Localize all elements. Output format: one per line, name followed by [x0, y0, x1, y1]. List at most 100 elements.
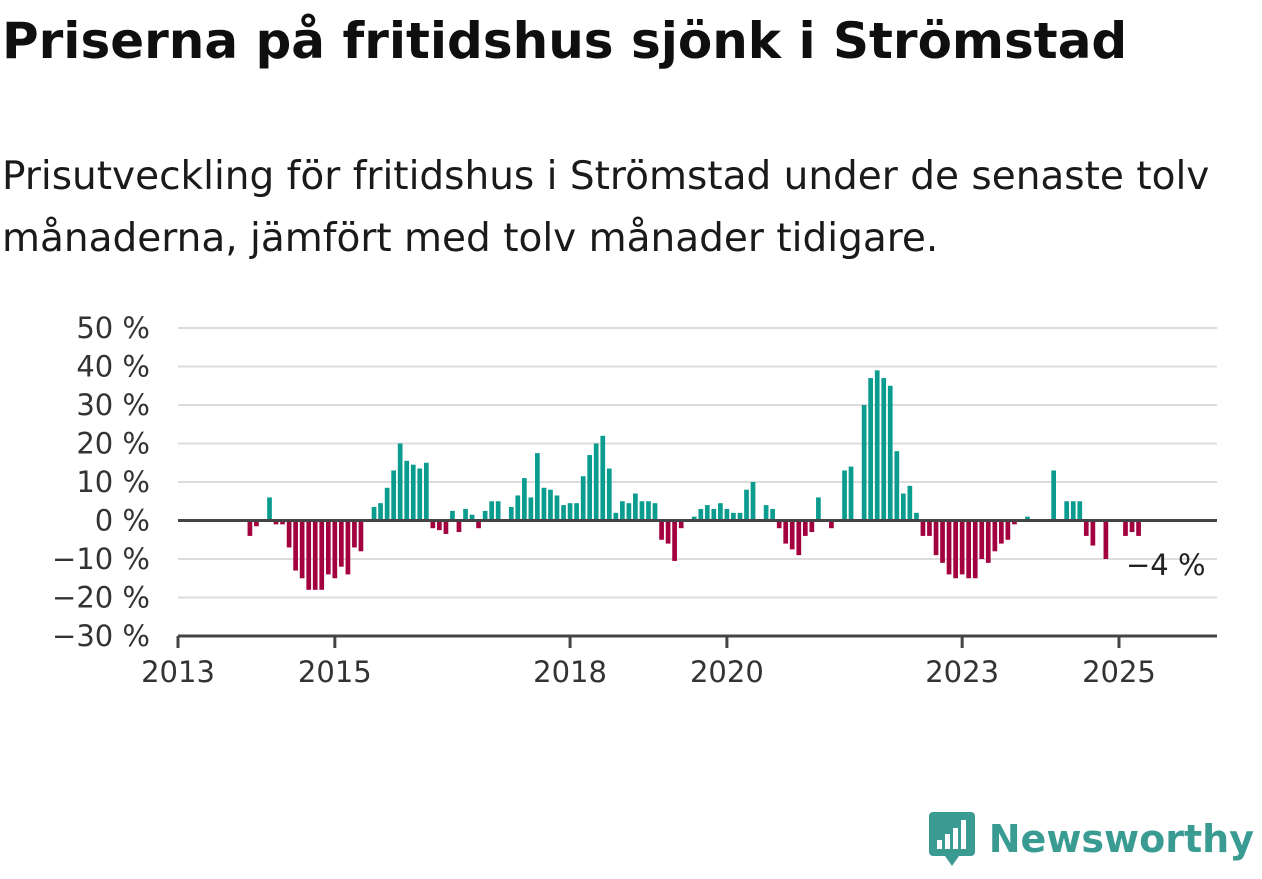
bar — [737, 512, 743, 521]
bar — [338, 520, 344, 567]
bar — [580, 476, 586, 521]
bar — [704, 505, 710, 521]
bar — [378, 503, 383, 521]
axes: 50 %40 %30 %20 %10 %0 %−10 %−20 %−30 %20… — [52, 311, 1217, 689]
bar — [711, 508, 717, 521]
y-tick-label: −10 % — [52, 542, 150, 576]
bar — [306, 520, 312, 590]
bar — [907, 485, 913, 521]
bar — [606, 468, 612, 521]
x-tick-label: 2020 — [690, 655, 764, 689]
bar — [286, 520, 292, 548]
bar — [430, 520, 436, 529]
brand-name: Newsworthy — [988, 817, 1254, 861]
brand: Newsworthy — [927, 809, 1254, 869]
newsworthy-logo-icon — [928, 812, 975, 866]
bar — [796, 520, 802, 556]
bar — [887, 385, 893, 521]
bar — [371, 507, 377, 521]
bar — [783, 520, 789, 544]
bar — [972, 520, 978, 579]
bar — [528, 497, 534, 521]
bar — [423, 462, 429, 521]
x-tick-label: 2015 — [298, 655, 372, 689]
bar — [1025, 516, 1030, 521]
bar — [358, 520, 364, 552]
bar — [515, 495, 521, 521]
bar — [652, 503, 658, 521]
bar — [842, 470, 847, 521]
bar — [829, 520, 834, 529]
bar — [809, 520, 815, 533]
bar — [293, 520, 298, 571]
chart-subtitle: Prisutveckling för fritidshus i Strömsta… — [2, 154, 1210, 261]
bar — [979, 520, 985, 559]
bar — [1051, 470, 1057, 521]
x-tick-label: 2025 — [1082, 655, 1156, 689]
bar — [476, 520, 481, 529]
bar — [587, 455, 593, 521]
bar — [927, 520, 932, 536]
bar — [770, 508, 775, 521]
bar — [992, 520, 998, 552]
x-tick-label: 2018 — [533, 655, 607, 689]
bar — [391, 470, 396, 521]
bar — [985, 520, 991, 563]
bar — [535, 453, 540, 521]
bar — [940, 520, 945, 563]
bar — [626, 503, 632, 521]
bar — [1129, 520, 1135, 533]
bar — [678, 520, 684, 529]
bar — [332, 520, 338, 579]
y-tick-label: 20 % — [76, 427, 150, 461]
bar — [946, 520, 952, 575]
x-tick-label: 2023 — [925, 655, 999, 689]
bar — [450, 510, 455, 521]
grid-layer — [178, 327, 1217, 599]
bar — [1077, 501, 1083, 521]
bar — [554, 495, 560, 521]
bar — [646, 501, 651, 521]
y-tick-label: −20 % — [52, 581, 150, 615]
bar — [384, 487, 390, 521]
bar — [508, 507, 514, 521]
bar — [659, 520, 664, 540]
bar — [325, 520, 331, 575]
bar — [894, 451, 900, 521]
bars — [247, 370, 1141, 590]
bar — [437, 520, 442, 531]
bar — [1123, 520, 1128, 536]
bar — [789, 520, 795, 550]
bar — [397, 443, 403, 521]
bar — [417, 468, 423, 521]
bar — [724, 508, 730, 521]
bar — [639, 501, 645, 521]
bar — [352, 520, 357, 548]
bar — [312, 520, 318, 590]
y-tick-label: 0 % — [95, 504, 150, 538]
bar — [959, 520, 965, 575]
y-tick-label: 50 % — [76, 311, 150, 345]
bar — [874, 370, 880, 521]
bar — [1090, 520, 1096, 546]
bar — [319, 520, 325, 590]
bar — [541, 487, 547, 521]
x-tick-label: 2013 — [141, 655, 215, 689]
bar — [495, 501, 501, 521]
bar — [868, 378, 873, 521]
bar — [933, 520, 939, 556]
bar — [443, 520, 449, 534]
y-tick-label: 10 % — [76, 465, 150, 499]
bar — [750, 482, 756, 521]
bar — [469, 514, 475, 521]
bar — [633, 493, 638, 521]
bar — [247, 520, 253, 536]
bar — [718, 503, 723, 521]
bar — [1070, 501, 1076, 521]
bar — [1012, 520, 1017, 525]
bar — [463, 508, 468, 521]
bar — [273, 520, 279, 525]
bar — [900, 493, 906, 521]
bar — [567, 503, 573, 521]
bar — [816, 497, 821, 521]
